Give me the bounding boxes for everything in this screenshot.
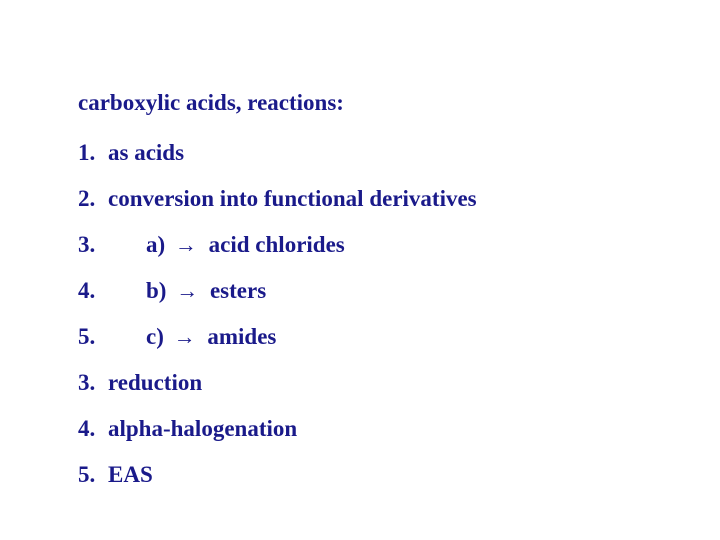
item-text: EAS <box>108 462 153 487</box>
item-text: acid chlorides <box>209 232 345 257</box>
item-text: alpha-halogenation <box>108 416 297 441</box>
item-text: esters <box>210 278 266 303</box>
item-number: 4. <box>78 278 108 304</box>
item-letter: c) <box>146 324 164 350</box>
arrow-icon: → <box>174 324 196 350</box>
sub-item: c) → amides <box>108 324 276 349</box>
item-text: amides <box>207 324 276 349</box>
item-number: 4. <box>78 416 108 442</box>
list-item: 2.conversion into functional derivatives <box>78 186 720 212</box>
sub-item: a) → acid chlorides <box>108 232 345 257</box>
item-number: 5. <box>78 324 108 350</box>
item-number: 1. <box>78 140 108 166</box>
arrow-icon: → <box>176 278 198 304</box>
list-item: 4.alpha-halogenation <box>78 416 720 442</box>
list-item: 4.b) → esters <box>78 278 720 304</box>
sub-item: b) → esters <box>108 278 266 303</box>
item-text: as acids <box>108 140 184 165</box>
list-item: 1.as acids <box>78 140 720 166</box>
item-letter: b) <box>146 278 166 304</box>
item-number: 2. <box>78 186 108 212</box>
list-item: 5.EAS <box>78 462 720 488</box>
list-item: 3.a) → acid chlorides <box>78 232 720 258</box>
list-item: 5.c) → amides <box>78 324 720 350</box>
item-number: 3. <box>78 370 108 396</box>
list-item: 3.reduction <box>78 370 720 396</box>
item-letter: a) <box>146 232 165 258</box>
slide-title: carboxylic acids, reactions: <box>78 90 720 116</box>
arrow-icon: → <box>175 232 197 258</box>
item-text: reduction <box>108 370 202 395</box>
item-number: 3. <box>78 232 108 258</box>
item-text: conversion into functional derivatives <box>108 186 477 211</box>
item-number: 5. <box>78 462 108 488</box>
